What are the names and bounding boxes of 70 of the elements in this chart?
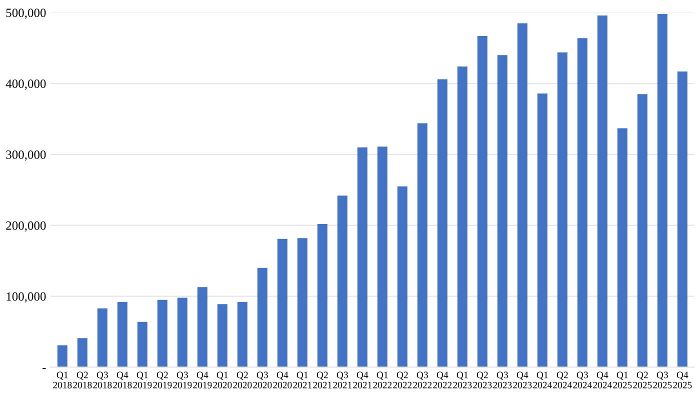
- x-tick-label: Q2 2025: [633, 372, 652, 388]
- bar: [657, 14, 668, 368]
- x-tick-label: Q2 2019: [153, 372, 172, 388]
- x-tick-label: Q4 2023: [513, 372, 532, 388]
- bar: [137, 322, 148, 368]
- bar: [97, 308, 108, 368]
- x-tick-label: Q1 2021: [293, 372, 312, 388]
- bar: [537, 93, 548, 368]
- bar: [457, 66, 468, 368]
- x-tick-label: Q2 2020: [233, 372, 252, 388]
- bar: [197, 287, 208, 368]
- bar: [377, 146, 388, 368]
- bar: [337, 196, 348, 368]
- x-tick-label: Q3 2021: [333, 372, 352, 388]
- x-tick-label: Q3 2025: [653, 372, 672, 388]
- x-tick-label: Q4 2021: [353, 372, 372, 388]
- bar: [237, 302, 248, 368]
- x-tick-label: Q4 2020: [273, 372, 292, 388]
- x-tick-label: Q1 2025: [613, 372, 632, 388]
- x-tick-label: Q4 2024: [593, 372, 612, 388]
- y-tick-label: 300,000: [6, 150, 46, 161]
- x-tick-label: Q4 2022: [433, 372, 452, 388]
- x-tick-label: Q1 2023: [453, 372, 472, 388]
- y-tick-label: 200,000: [6, 221, 46, 232]
- bar: [177, 298, 188, 368]
- bar: [477, 36, 488, 368]
- bar: [517, 23, 528, 368]
- bar: [317, 224, 328, 368]
- x-tick-label: Q4 2025: [673, 372, 692, 388]
- bar: [577, 38, 588, 368]
- bar: [637, 94, 648, 368]
- bar: [277, 238, 288, 368]
- bar: [597, 15, 608, 368]
- bar: [417, 123, 428, 368]
- x-tick-label: Q2 2023: [473, 372, 492, 388]
- bar: [357, 147, 368, 368]
- x-tick-label: Q2 2018: [73, 372, 92, 388]
- x-tick-label: Q1 2024: [533, 372, 552, 388]
- bar: [397, 186, 408, 368]
- x-tick-label: Q3 2023: [493, 372, 512, 388]
- y-tick-label: -: [42, 368, 46, 370]
- bar: [257, 268, 268, 368]
- x-tick-label: Q1 2020: [213, 372, 232, 388]
- bar: [437, 79, 448, 368]
- y-tick-label: 500,000: [6, 8, 46, 19]
- x-tick-label: Q2 2024: [553, 372, 572, 388]
- x-tick-label: Q4 2019: [193, 372, 212, 388]
- x-tick-label: Q1 2019: [133, 372, 152, 388]
- x-tick-label: Q1 2018: [53, 372, 72, 388]
- x-tick-label: Q3 2022: [413, 372, 432, 388]
- bar: [617, 128, 628, 368]
- bar: [297, 238, 308, 368]
- bar: [117, 302, 128, 368]
- bar: [497, 55, 508, 368]
- bar: [677, 71, 688, 368]
- bar: [557, 52, 568, 368]
- y-tick-label: 100,000: [6, 292, 46, 303]
- x-tick-label: Q3 2019: [173, 372, 192, 388]
- bar: [77, 338, 88, 368]
- x-tick-label: Q2 2021: [313, 372, 332, 388]
- x-tick-label: Q3 2024: [573, 372, 592, 388]
- bar: [157, 300, 168, 368]
- x-tick-label: Q3 2020: [253, 372, 272, 388]
- y-tick-label: 400,000: [6, 80, 46, 90]
- x-tick-label: Q4 2018: [113, 372, 132, 388]
- bar: [57, 345, 68, 368]
- x-tick-label: Q1 2022: [373, 372, 392, 388]
- bar: [217, 304, 228, 368]
- x-tick-label: Q2 2022: [393, 372, 412, 388]
- x-tick-label: Q3 2018: [93, 372, 112, 388]
